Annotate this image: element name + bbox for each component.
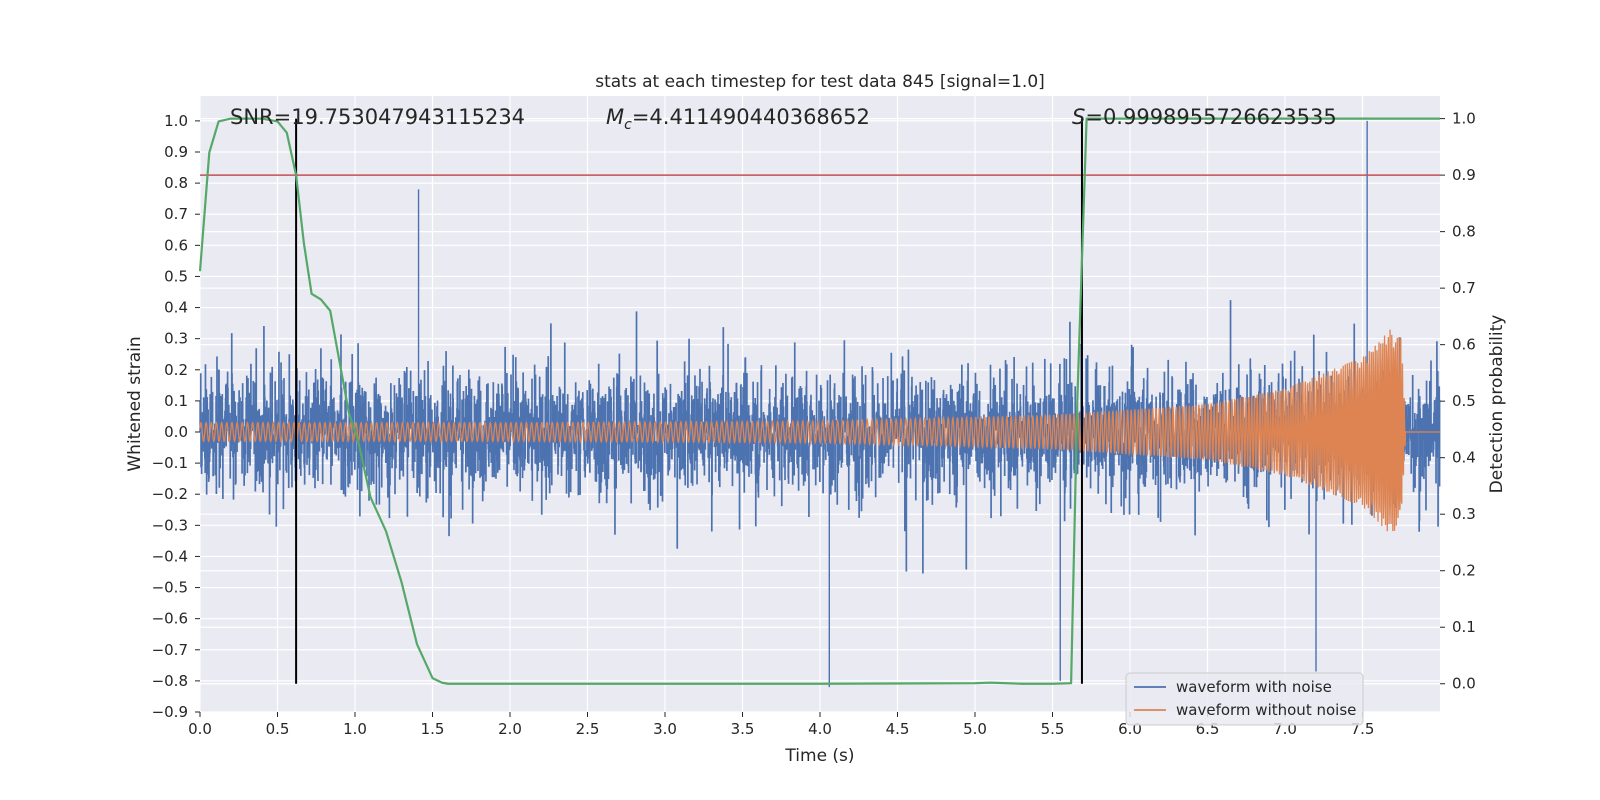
x-tick-label: 0.0 bbox=[188, 720, 212, 738]
y2-tick-label: 0.8 bbox=[1452, 223, 1476, 241]
legend: waveform with noise waveform without noi… bbox=[1125, 672, 1364, 726]
chart-title: stats at each timestep for test data 845… bbox=[595, 72, 1045, 92]
series-waveform-without-noise bbox=[199, 329, 1440, 532]
legend-label-clean: waveform without noise bbox=[1176, 701, 1356, 719]
y-tick-label: 0.7 bbox=[164, 205, 188, 223]
axes: 0.0 0.5 1.0 1.5 2.0 2.5 3.0 3.5 4.0 4.5 5.0 5.5 6.0 6… bbox=[152, 110, 1476, 738]
y-tick-label: −0.7 bbox=[152, 641, 188, 659]
y-tick-label: 0.3 bbox=[164, 330, 188, 348]
x-tick-label: 3.0 bbox=[653, 720, 677, 738]
y-tick-label: −0.1 bbox=[152, 454, 188, 472]
y2-tick-label: 0.2 bbox=[1452, 562, 1476, 580]
noise-waveform-path bbox=[199, 120, 1441, 688]
x-tick-label: 1.5 bbox=[421, 720, 445, 738]
y2-tick-label: 0.4 bbox=[1452, 449, 1476, 467]
s-symbol: S bbox=[1072, 105, 1085, 129]
x-tick-label: 5.0 bbox=[963, 720, 987, 738]
s-annotation: S=0.9998955726623535 bbox=[1072, 105, 1337, 129]
y-tick-label: −0.6 bbox=[152, 610, 188, 628]
y-tick-label: −0.9 bbox=[152, 703, 188, 721]
chirp-mass-value: =4.411490440368652 bbox=[632, 105, 870, 129]
legend-label-noise: waveform with noise bbox=[1176, 678, 1332, 696]
y2-tick-label: 0.1 bbox=[1452, 618, 1476, 636]
y-tick-label: −0.4 bbox=[152, 547, 188, 565]
y2-tick-label: 0.5 bbox=[1452, 392, 1476, 410]
x-tick-label: 3.5 bbox=[731, 720, 755, 738]
y2-tick-label: 0.3 bbox=[1452, 505, 1476, 523]
chirp-mass-symbol: M bbox=[606, 105, 624, 129]
legend-box bbox=[1125, 672, 1364, 726]
y-tick-label: 0.0 bbox=[164, 423, 188, 441]
snr-annotation: SNR=19.753047943115234 bbox=[230, 105, 525, 129]
s-value: =0.9998955726623535 bbox=[1085, 105, 1336, 129]
clean-waveform-path bbox=[199, 329, 1440, 532]
y2-tick-label: 0.7 bbox=[1452, 279, 1476, 297]
series-waveform-with-noise bbox=[199, 120, 1441, 688]
x-tick-label: 4.0 bbox=[808, 720, 832, 738]
y-tick-label: −0.3 bbox=[152, 516, 188, 534]
x-tick-label: 1.0 bbox=[343, 720, 367, 738]
y2-tick-label: 0.0 bbox=[1452, 675, 1476, 693]
y-tick-label: 0.5 bbox=[164, 267, 188, 285]
chirp-mass-annotation: Mc=4.411490440368652 bbox=[606, 105, 870, 133]
x-tick-label: 4.5 bbox=[886, 720, 910, 738]
y-tick-label: 0.4 bbox=[164, 299, 188, 317]
x-tick-label: 2.5 bbox=[576, 720, 600, 738]
probability-path bbox=[198, 117, 1440, 685]
y-axis-label: Whitened strain bbox=[125, 336, 145, 471]
series-detection-probability bbox=[198, 117, 1440, 685]
y-tick-label: −0.8 bbox=[152, 672, 188, 690]
y-tick-label: 0.9 bbox=[164, 143, 188, 161]
x-tick-label: 2.0 bbox=[498, 720, 522, 738]
y-tick-label: 0.6 bbox=[164, 236, 188, 254]
y-tick-label: 0.2 bbox=[164, 361, 188, 379]
y2-tick-label: 0.6 bbox=[1452, 336, 1476, 354]
y-tick-label: 0.1 bbox=[164, 392, 188, 410]
y-tick-label: 1.0 bbox=[164, 112, 188, 130]
y-tick-label: −0.2 bbox=[152, 485, 188, 503]
overlay-lines bbox=[200, 118, 1440, 684]
x-tick-label: 0.5 bbox=[266, 720, 290, 738]
x-tick-label: 5.5 bbox=[1041, 720, 1065, 738]
x-axis-label: Time (s) bbox=[784, 746, 854, 766]
y2-axis-label: Detection probability bbox=[1487, 315, 1507, 494]
y2-tick-label: 0.9 bbox=[1452, 166, 1476, 184]
y-tick-label: 0.8 bbox=[164, 174, 188, 192]
y-tick-label: −0.5 bbox=[152, 579, 188, 597]
chirp-mass-subscript: c bbox=[624, 117, 632, 133]
y2-tick-label: 1.0 bbox=[1452, 110, 1476, 128]
